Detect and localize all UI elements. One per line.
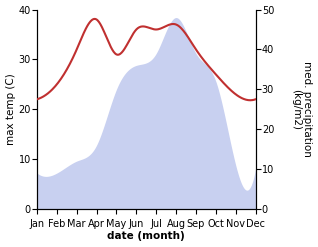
Y-axis label: max temp (C): max temp (C) (5, 73, 16, 145)
X-axis label: date (month): date (month) (107, 231, 185, 242)
Y-axis label: med. precipitation
(kg/m2): med. precipitation (kg/m2) (291, 61, 313, 157)
